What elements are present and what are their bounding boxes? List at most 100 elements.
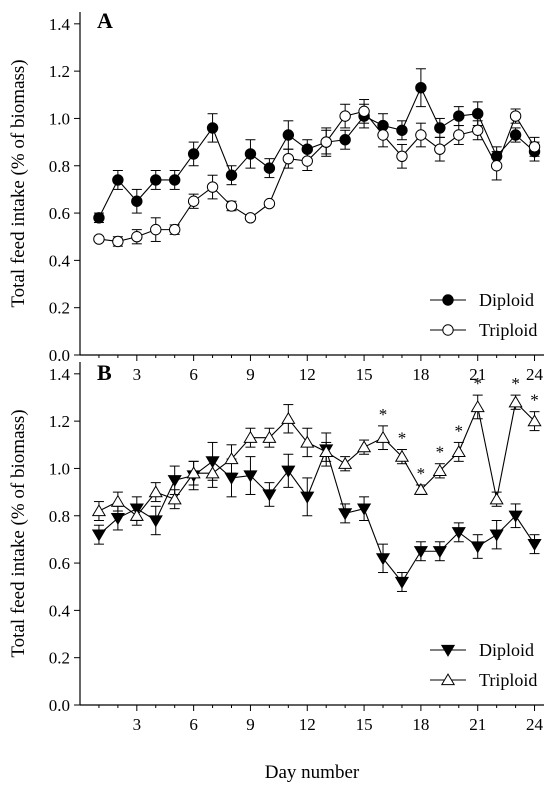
data-point	[225, 169, 238, 181]
x-tick-label: 21	[469, 715, 486, 734]
data-point	[396, 124, 408, 136]
data-point	[168, 174, 181, 186]
data-point	[472, 108, 484, 120]
data-point	[339, 110, 351, 122]
data-point	[110, 494, 125, 507]
data-point	[377, 129, 389, 141]
legend-marker	[440, 644, 456, 657]
data-point	[358, 105, 370, 118]
x-tick-label: 15	[356, 365, 373, 384]
significance-mark: *	[473, 374, 482, 393]
panel-b: 0.0 0.2 0.4 0.6 0.8 1.0 1.2 1.4 3 6 9 12 15 18 21 24 Tot…	[8, 360, 544, 783]
data-point	[187, 195, 200, 207]
data-point	[470, 541, 485, 554]
data-point	[434, 122, 446, 134]
data-point	[93, 233, 105, 245]
data-point	[243, 470, 258, 483]
data-point	[93, 212, 105, 224]
data-point	[148, 515, 163, 528]
data-point	[131, 231, 143, 243]
data-point	[394, 449, 410, 462]
data-point	[320, 136, 332, 148]
data-point	[281, 411, 296, 424]
legend-label: Diploid	[479, 290, 534, 310]
data-point	[357, 440, 372, 453]
data-point	[375, 553, 391, 566]
x-axis-label: Day number	[265, 762, 360, 783]
x-tick-label: 18	[412, 365, 429, 384]
panel-label: A	[97, 8, 113, 33]
significance-mark: *	[530, 391, 539, 410]
data-point	[451, 527, 466, 540]
data-point	[434, 143, 446, 155]
x-tick-label: 3	[133, 715, 142, 734]
x-tick-label: 6	[189, 715, 198, 734]
data-point	[527, 414, 542, 427]
data-point	[413, 482, 428, 495]
data-point	[205, 466, 220, 479]
y-tick-label: 0.2	[49, 649, 70, 668]
x-tick-label: 21	[469, 365, 486, 384]
data-point	[319, 445, 334, 458]
legend-entry-triploid: Triploid	[430, 320, 537, 340]
significance-mark: *	[398, 429, 407, 448]
significance-mark: *	[379, 405, 388, 424]
legend-marker	[440, 673, 456, 686]
y-axis-label: Total feed intake (% of biomass)	[8, 59, 29, 307]
data-point	[301, 155, 313, 167]
data-point	[415, 81, 427, 94]
data-point	[224, 472, 239, 485]
data-point	[375, 430, 391, 443]
data-point	[282, 129, 295, 141]
data-point	[91, 504, 107, 517]
data-point	[131, 195, 143, 207]
data-point	[451, 445, 466, 458]
data-point	[300, 491, 315, 504]
legend-entry-diploid: Diploid	[430, 640, 534, 660]
data-point	[396, 150, 408, 162]
significance-mark: *	[511, 374, 520, 393]
x-tick-label: 9	[246, 365, 255, 384]
significance-mark: *	[436, 443, 445, 462]
y-tick-label: 0.8	[49, 507, 70, 526]
data-point	[112, 174, 124, 186]
series-triploid	[93, 99, 541, 248]
series-line	[98, 86, 535, 219]
x-tick-label: 18	[412, 715, 429, 734]
legend-marker	[442, 324, 454, 336]
series-line	[98, 110, 535, 243]
y-tick-label: 1.0	[49, 109, 70, 128]
data-point	[300, 435, 315, 448]
data-point	[262, 489, 277, 502]
data-point	[338, 456, 353, 469]
series-line	[98, 401, 535, 517]
data-point	[509, 110, 522, 122]
series-diploid	[93, 68, 541, 224]
legend-label: Triploid	[479, 320, 537, 340]
data-point	[263, 162, 276, 174]
data-point	[167, 475, 182, 488]
data-point	[528, 141, 541, 153]
data-point	[110, 512, 125, 526]
y-tick-label: 1.2	[49, 62, 70, 81]
legend-entry-triploid: Triploid	[430, 670, 537, 690]
data-point	[489, 492, 504, 505]
y-tick-label: 0.4	[49, 251, 71, 270]
data-point	[262, 430, 277, 443]
data-point	[244, 212, 257, 224]
data-point	[509, 129, 522, 141]
data-point	[150, 223, 162, 236]
y-tick-label: 1.4	[49, 365, 71, 384]
data-point	[357, 503, 372, 516]
y-tick-label: 0.6	[49, 554, 70, 573]
x-tick-label: 24	[526, 715, 544, 734]
x-tick-label: 12	[299, 365, 316, 384]
data-point	[168, 223, 181, 236]
x-tick-label: 3	[133, 365, 142, 384]
data-point	[224, 452, 239, 465]
y-tick-label: 0.2	[49, 299, 70, 318]
data-point	[413, 546, 428, 559]
data-point	[432, 546, 447, 559]
y-tick-label: 0.6	[49, 204, 70, 223]
